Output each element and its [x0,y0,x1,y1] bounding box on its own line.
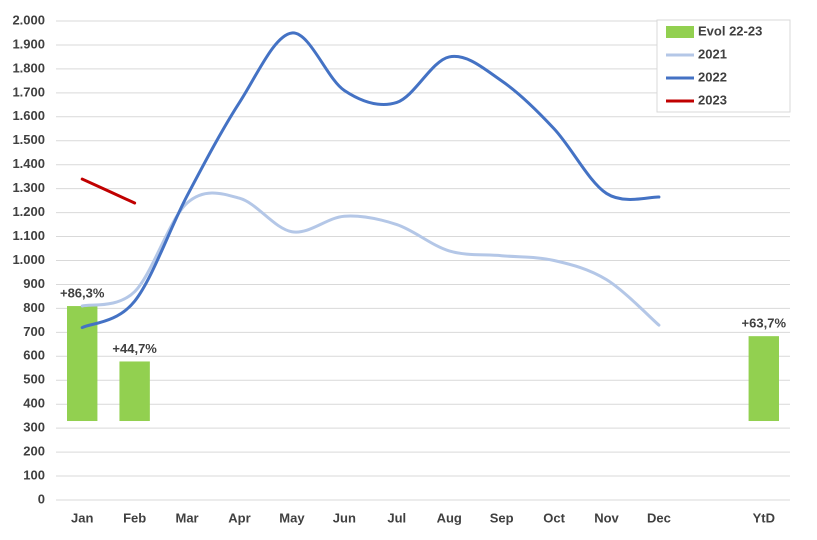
line [80,31,661,330]
line [80,177,137,205]
y-tick-label: 1.000 [12,252,45,267]
y-tick-label: 2.000 [12,12,45,27]
x-tick-label: May [279,510,305,525]
x-tick-label: YtD [753,510,775,525]
y-tick-label: 200 [23,444,45,459]
x-tick-label: Sep [490,510,514,525]
y-tick-label: 1.100 [12,228,45,243]
legend-label: 2023 [698,92,727,107]
y-tick-label: 400 [23,396,45,411]
bar [748,336,779,422]
y-tick-label: 500 [23,372,45,387]
y-tick-label: 1.300 [12,180,45,195]
legend-label: 2021 [698,46,727,61]
data-label: +86,3% [60,285,105,300]
x-tick-label: Oct [543,510,565,525]
data-label: +44,7% [112,341,157,356]
x-tick-label: Jul [387,510,406,525]
x-tick-label: Feb [123,510,146,525]
x-tick-label: Apr [228,510,250,525]
y-tick-label: 1.800 [12,60,45,75]
y-tick-label: 800 [23,300,45,315]
x-tick-label: Aug [437,510,462,525]
y-tick-label: 1.500 [12,132,45,147]
y-tick-label: 1.200 [12,204,45,219]
y-tick-label: 1.400 [12,156,45,171]
y-tick-label: 700 [23,324,45,339]
y-tick-label: 1.700 [12,84,45,99]
x-tick-label: Jun [333,510,356,525]
legend-label: 2022 [698,69,727,84]
legend-swatch [666,26,694,38]
y-tick-label: 1.600 [12,108,45,123]
y-tick-label: 1.900 [12,36,45,51]
x-tick-label: Jan [71,510,93,525]
y-tick-label: 0 [38,491,45,506]
x-tick-label: Dec [647,510,671,525]
y-tick-label: 300 [23,420,45,435]
x-tick-label: Nov [594,510,619,525]
y-tick-label: 600 [23,348,45,363]
x-tick-label: Mar [176,510,199,525]
data-label: +63,7% [742,316,787,331]
bar [119,361,150,422]
legend-label: Evol 22-23 [698,23,762,38]
y-tick-label: 100 [23,467,45,482]
y-tick-label: 900 [23,276,45,291]
